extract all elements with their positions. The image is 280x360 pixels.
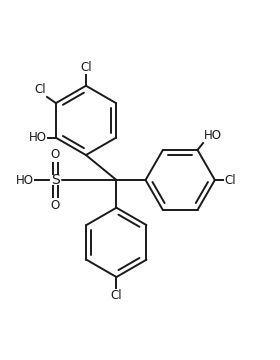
Text: S: S [51,173,60,187]
Text: HO: HO [204,129,222,142]
Text: Cl: Cl [224,174,236,186]
Text: Cl: Cl [34,83,46,96]
Text: O: O [51,148,60,161]
Text: Cl: Cl [111,289,122,302]
Text: HO: HO [29,131,46,144]
Text: HO: HO [16,174,34,186]
Text: O: O [51,199,60,212]
Text: Cl: Cl [80,61,92,74]
